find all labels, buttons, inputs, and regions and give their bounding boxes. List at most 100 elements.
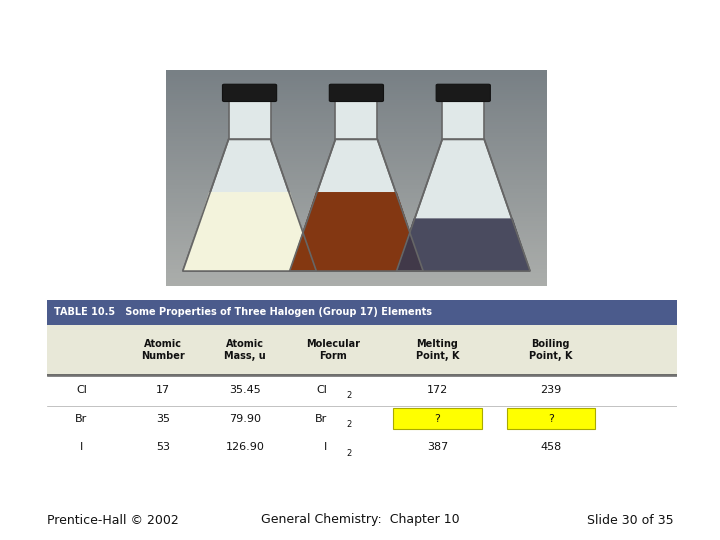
Bar bbox=[336, 98, 377, 139]
Bar bbox=[166, 217, 547, 219]
Bar bbox=[166, 141, 547, 144]
Bar bbox=[166, 239, 547, 241]
Bar bbox=[166, 254, 547, 256]
Text: Prentice-Hall © 2002: Prentice-Hall © 2002 bbox=[47, 514, 179, 526]
Text: Cl: Cl bbox=[76, 385, 87, 395]
Bar bbox=[166, 198, 547, 200]
Bar bbox=[166, 176, 547, 178]
Bar bbox=[166, 219, 547, 221]
FancyBboxPatch shape bbox=[222, 84, 276, 102]
Bar bbox=[166, 252, 547, 254]
Bar bbox=[166, 75, 547, 77]
Text: I: I bbox=[80, 442, 83, 453]
Bar bbox=[166, 245, 547, 247]
Bar bbox=[166, 92, 547, 94]
Bar bbox=[166, 256, 547, 258]
Text: Atomic
Number: Atomic Number bbox=[141, 339, 185, 361]
Bar bbox=[166, 187, 547, 189]
Bar bbox=[166, 81, 547, 83]
Bar bbox=[166, 237, 547, 239]
Bar bbox=[166, 154, 547, 157]
Bar bbox=[166, 275, 547, 278]
FancyBboxPatch shape bbox=[329, 84, 384, 102]
Bar bbox=[166, 129, 547, 131]
Bar bbox=[166, 150, 547, 152]
Text: 53: 53 bbox=[156, 442, 171, 453]
Text: Molecular
Form: Molecular Form bbox=[307, 339, 361, 361]
Text: Br: Br bbox=[76, 414, 88, 423]
Bar bbox=[166, 85, 547, 87]
Text: Atomic
Mass, u: Atomic Mass, u bbox=[225, 339, 266, 361]
Bar bbox=[166, 213, 547, 215]
Text: General Chemistry:  Chapter 10: General Chemistry: Chapter 10 bbox=[261, 514, 459, 526]
Bar bbox=[166, 77, 547, 79]
Bar bbox=[166, 148, 547, 150]
Bar bbox=[166, 178, 547, 180]
Text: ?: ? bbox=[548, 414, 554, 423]
Bar bbox=[166, 230, 547, 232]
Text: 17: 17 bbox=[156, 385, 171, 395]
Bar bbox=[166, 249, 547, 252]
FancyBboxPatch shape bbox=[436, 84, 490, 102]
Bar bbox=[166, 183, 547, 185]
Bar bbox=[166, 116, 547, 118]
Text: 2: 2 bbox=[346, 420, 352, 429]
Bar bbox=[166, 189, 547, 191]
Bar bbox=[166, 172, 547, 174]
Text: I: I bbox=[324, 442, 327, 453]
Text: 35: 35 bbox=[156, 414, 171, 423]
Bar bbox=[166, 90, 547, 92]
Bar bbox=[166, 165, 547, 167]
Text: 35.45: 35.45 bbox=[230, 385, 261, 395]
Bar bbox=[166, 79, 547, 81]
Bar bbox=[166, 193, 547, 195]
Text: 79.90: 79.90 bbox=[229, 414, 261, 423]
Text: 126.90: 126.90 bbox=[226, 442, 265, 453]
Bar bbox=[166, 109, 547, 111]
Bar bbox=[166, 180, 547, 183]
Polygon shape bbox=[183, 192, 316, 271]
Bar bbox=[166, 105, 547, 107]
Text: 2: 2 bbox=[346, 391, 352, 400]
Bar bbox=[166, 159, 547, 161]
Bar bbox=[166, 94, 547, 96]
Text: ?: ? bbox=[434, 414, 441, 423]
Polygon shape bbox=[289, 192, 423, 271]
Bar bbox=[166, 234, 547, 237]
Text: Slide 30 of 35: Slide 30 of 35 bbox=[587, 514, 673, 526]
Bar bbox=[166, 185, 547, 187]
Bar bbox=[166, 202, 547, 204]
Bar bbox=[228, 98, 271, 139]
Bar bbox=[166, 139, 547, 141]
Bar bbox=[166, 243, 547, 245]
Bar bbox=[166, 100, 547, 103]
Bar bbox=[166, 273, 547, 275]
Text: Boiling Point: Boiling Point bbox=[261, 26, 459, 57]
Bar bbox=[166, 221, 547, 224]
Bar bbox=[166, 258, 547, 260]
Bar bbox=[166, 208, 547, 211]
FancyBboxPatch shape bbox=[47, 300, 677, 325]
Bar bbox=[166, 200, 547, 202]
Bar bbox=[166, 247, 547, 249]
Bar bbox=[166, 83, 547, 85]
Bar bbox=[166, 107, 547, 109]
Bar bbox=[166, 170, 547, 172]
Bar bbox=[166, 163, 547, 165]
Bar bbox=[166, 241, 547, 243]
Bar bbox=[166, 135, 547, 137]
Bar bbox=[166, 262, 547, 265]
Text: Melting
Point, K: Melting Point, K bbox=[415, 339, 459, 361]
Bar bbox=[166, 226, 547, 228]
Bar bbox=[166, 137, 547, 139]
Bar bbox=[166, 98, 547, 100]
Bar bbox=[166, 146, 547, 148]
Bar bbox=[166, 271, 547, 273]
Bar bbox=[166, 204, 547, 206]
Bar bbox=[166, 224, 547, 226]
Bar bbox=[166, 232, 547, 234]
Bar bbox=[166, 269, 547, 271]
Text: 2: 2 bbox=[346, 449, 352, 457]
Bar bbox=[166, 124, 547, 126]
Bar bbox=[166, 195, 547, 198]
